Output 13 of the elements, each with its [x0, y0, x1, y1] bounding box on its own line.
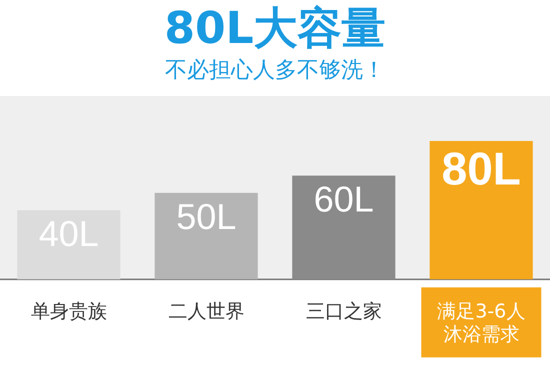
data-label: 80L [442, 142, 521, 195]
chart-subtitle: 不必担心人多不够洗！ [164, 57, 386, 85]
data-label: 50L [176, 196, 236, 237]
bar [292, 176, 396, 280]
data-label: 60L [314, 178, 374, 220]
x-tick-label: 三口之家 [306, 300, 382, 323]
bar [430, 141, 533, 280]
x-tick-label: 满足3-6人沐浴需求 [437, 300, 526, 346]
bar [17, 210, 120, 280]
x-tick-label: 二人世界 [168, 300, 244, 323]
chart-title: 80L大容量 [163, 2, 387, 56]
bar [154, 192, 258, 280]
x-tick-label: 单身贵族 [30, 300, 107, 323]
